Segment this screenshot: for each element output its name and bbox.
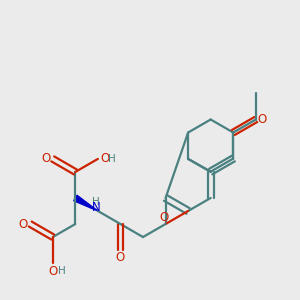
Text: O: O — [257, 113, 266, 126]
Text: O: O — [19, 218, 28, 230]
Text: O: O — [159, 211, 169, 224]
Text: O: O — [48, 265, 57, 278]
Text: O: O — [116, 250, 125, 264]
Text: O: O — [41, 152, 50, 165]
Polygon shape — [74, 195, 98, 211]
Text: H: H — [58, 266, 65, 276]
Text: N: N — [92, 201, 101, 214]
Text: O: O — [100, 152, 110, 165]
Text: H: H — [108, 154, 116, 164]
Text: H: H — [92, 197, 100, 207]
